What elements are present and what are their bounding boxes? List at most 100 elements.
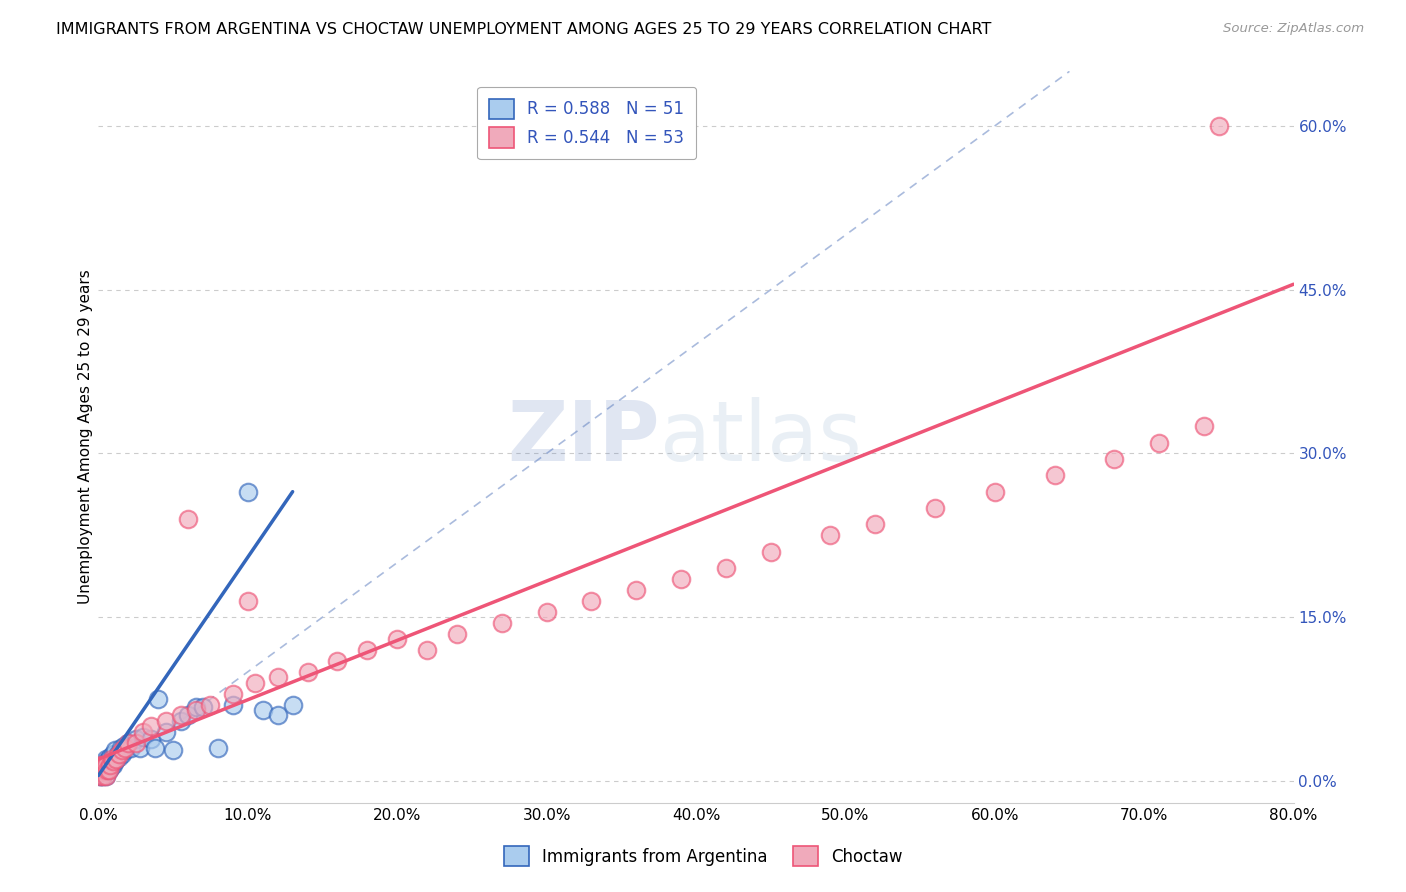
Point bbox=[1208, 119, 1230, 133]
Point bbox=[89, 768, 111, 782]
Point bbox=[125, 732, 148, 747]
Point bbox=[759, 545, 782, 559]
Point bbox=[155, 724, 177, 739]
Point bbox=[111, 743, 134, 757]
Point bbox=[97, 763, 120, 777]
Point bbox=[1147, 435, 1170, 450]
Text: ZIP: ZIP bbox=[508, 397, 661, 477]
Point bbox=[169, 708, 191, 723]
Point bbox=[111, 747, 134, 761]
Point bbox=[222, 698, 245, 712]
Point bbox=[91, 768, 114, 782]
Point bbox=[245, 675, 267, 690]
Point bbox=[98, 750, 122, 764]
Point bbox=[356, 643, 378, 657]
Point bbox=[581, 594, 603, 608]
Point bbox=[820, 528, 842, 542]
Text: Source: ZipAtlas.com: Source: ZipAtlas.com bbox=[1223, 22, 1364, 36]
Point bbox=[236, 594, 259, 608]
Point bbox=[297, 665, 319, 679]
Point bbox=[536, 605, 558, 619]
Point bbox=[105, 752, 128, 766]
Point bbox=[326, 654, 349, 668]
Point bbox=[191, 699, 214, 714]
Point bbox=[117, 736, 139, 750]
Point bbox=[93, 765, 115, 780]
Point bbox=[626, 582, 648, 597]
Point bbox=[252, 703, 274, 717]
Point bbox=[94, 768, 117, 782]
Legend: R = 0.588   N = 51, R = 0.544   N = 53: R = 0.588 N = 51, R = 0.544 N = 53 bbox=[477, 87, 696, 160]
Point bbox=[669, 572, 692, 586]
Point bbox=[108, 750, 131, 764]
Point bbox=[94, 752, 117, 766]
Point bbox=[98, 757, 122, 772]
Point bbox=[155, 714, 177, 728]
Point bbox=[117, 736, 139, 750]
Text: atlas: atlas bbox=[661, 397, 862, 477]
Point bbox=[222, 687, 245, 701]
Point bbox=[148, 692, 170, 706]
Point bbox=[865, 517, 887, 532]
Text: IMMIGRANTS FROM ARGENTINA VS CHOCTAW UNEMPLOYMENT AMONG AGES 25 TO 29 YEARS CORR: IMMIGRANTS FROM ARGENTINA VS CHOCTAW UNE… bbox=[56, 22, 991, 37]
Point bbox=[101, 752, 124, 766]
Point bbox=[132, 731, 155, 745]
Point bbox=[94, 757, 117, 772]
Point bbox=[1104, 451, 1126, 466]
Point bbox=[104, 754, 127, 768]
Point bbox=[105, 752, 128, 766]
Point bbox=[90, 761, 112, 775]
Point bbox=[139, 732, 162, 747]
Point bbox=[98, 761, 122, 775]
Point bbox=[385, 632, 409, 646]
Point bbox=[103, 754, 125, 768]
Point bbox=[143, 741, 166, 756]
Point bbox=[1192, 419, 1215, 434]
Point bbox=[984, 484, 1007, 499]
Point bbox=[114, 741, 136, 756]
Point bbox=[104, 743, 127, 757]
Point bbox=[91, 757, 114, 772]
Point bbox=[924, 501, 946, 516]
Point bbox=[125, 736, 148, 750]
Point bbox=[114, 743, 136, 757]
Point bbox=[184, 703, 207, 717]
Point bbox=[162, 743, 184, 757]
Point bbox=[96, 754, 118, 768]
Point bbox=[91, 763, 114, 777]
Point bbox=[96, 763, 118, 777]
Point bbox=[281, 698, 304, 712]
Legend: Immigrants from Argentina, Choctaw: Immigrants from Argentina, Choctaw bbox=[495, 838, 911, 875]
Point bbox=[184, 699, 207, 714]
Point bbox=[90, 768, 112, 782]
Y-axis label: Unemployment Among Ages 25 to 29 years: Unemployment Among Ages 25 to 29 years bbox=[77, 269, 93, 605]
Point bbox=[267, 670, 290, 684]
Point bbox=[120, 741, 142, 756]
Point bbox=[94, 768, 117, 782]
Point bbox=[90, 765, 112, 780]
Point bbox=[132, 724, 155, 739]
Point bbox=[446, 626, 468, 640]
Point bbox=[139, 719, 162, 733]
Point bbox=[200, 698, 222, 712]
Point bbox=[177, 708, 200, 723]
Point bbox=[101, 757, 124, 772]
Point bbox=[96, 763, 118, 777]
Point bbox=[91, 761, 114, 775]
Point bbox=[103, 747, 125, 761]
Point bbox=[236, 484, 259, 499]
Point bbox=[89, 763, 111, 777]
Point bbox=[491, 615, 513, 630]
Point bbox=[108, 747, 131, 761]
Point bbox=[103, 757, 125, 772]
Point bbox=[94, 763, 117, 777]
Point bbox=[129, 741, 152, 756]
Point bbox=[169, 714, 191, 728]
Point bbox=[177, 512, 200, 526]
Point bbox=[89, 768, 111, 782]
Point bbox=[110, 741, 132, 756]
Point bbox=[93, 763, 115, 777]
Point bbox=[267, 708, 290, 723]
Point bbox=[91, 768, 114, 782]
Point bbox=[714, 561, 737, 575]
